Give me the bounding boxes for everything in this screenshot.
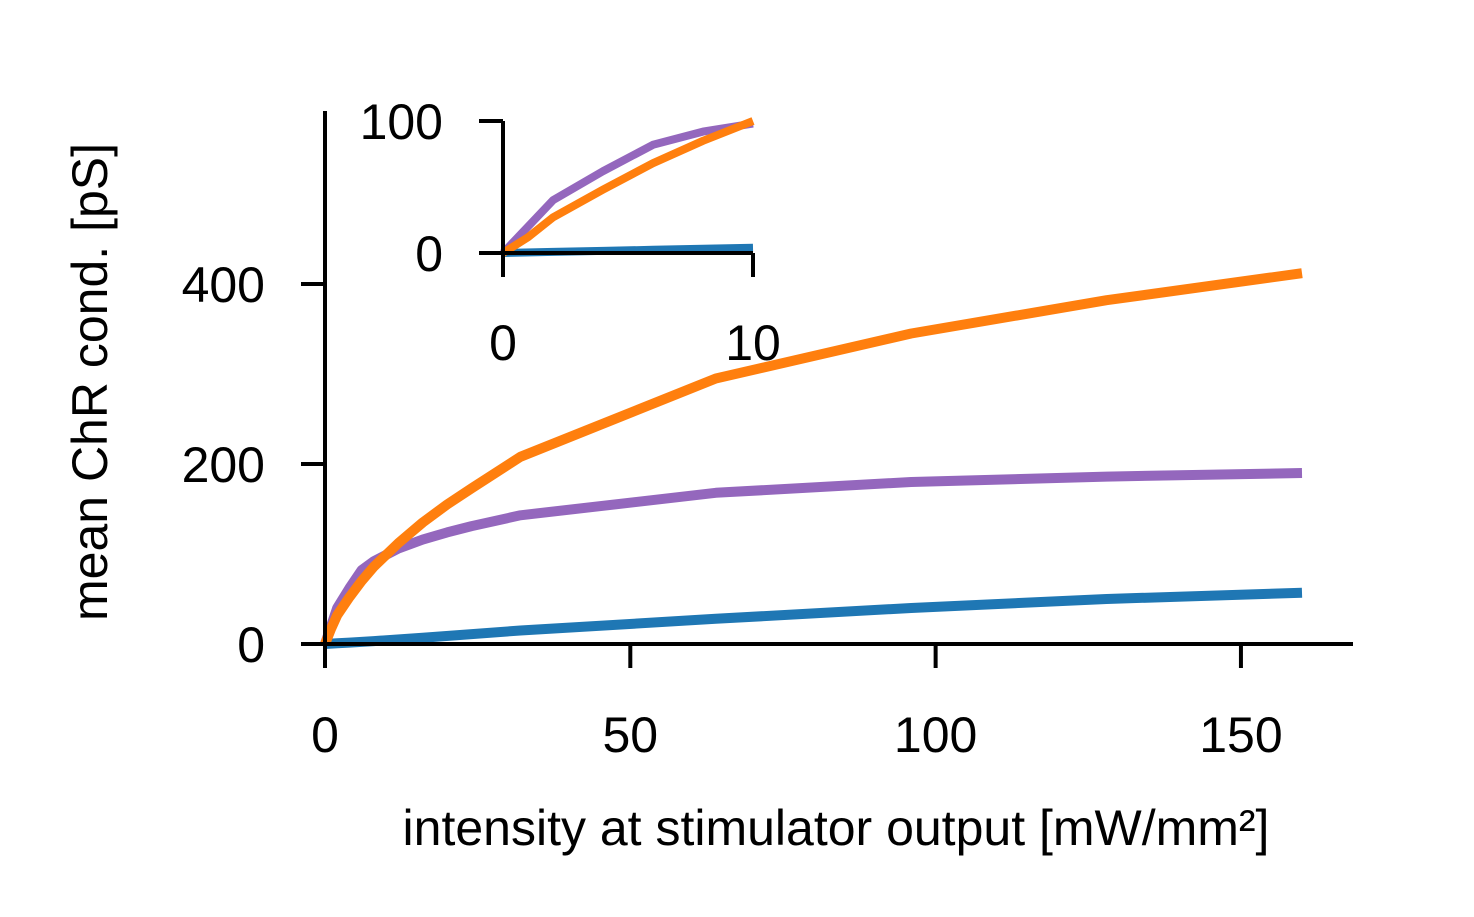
inset-x-tick-label: 0 xyxy=(489,315,517,371)
main-x-tick-label: 0 xyxy=(311,707,339,763)
main-series-line-2 xyxy=(320,268,1303,646)
main-y-tick-label: 0 xyxy=(237,617,265,673)
main-x-tick-label: 100 xyxy=(894,707,977,763)
inset-series-layer xyxy=(500,117,755,257)
main-series-line-0 xyxy=(324,587,1303,649)
main-y-tick-label: 400 xyxy=(182,257,265,313)
main-y-tick-label: 200 xyxy=(182,437,265,493)
x-axis-label: intensity at stimulator output [mW/mm²] xyxy=(403,800,1270,856)
main-x-tick-label: 50 xyxy=(603,707,659,763)
inset-x-tick-label: 10 xyxy=(725,315,781,371)
main-series-layer xyxy=(320,268,1303,649)
inset-series-line-1 xyxy=(500,119,754,256)
main-x-tick-label: 150 xyxy=(1199,707,1282,763)
y-axis-label: mean ChR cond. [pS] xyxy=(62,143,118,621)
inset-series-line-2 xyxy=(500,117,755,257)
inset-y-tick-label: 100 xyxy=(360,94,443,150)
inset-y-tick-label: 0 xyxy=(415,226,443,282)
